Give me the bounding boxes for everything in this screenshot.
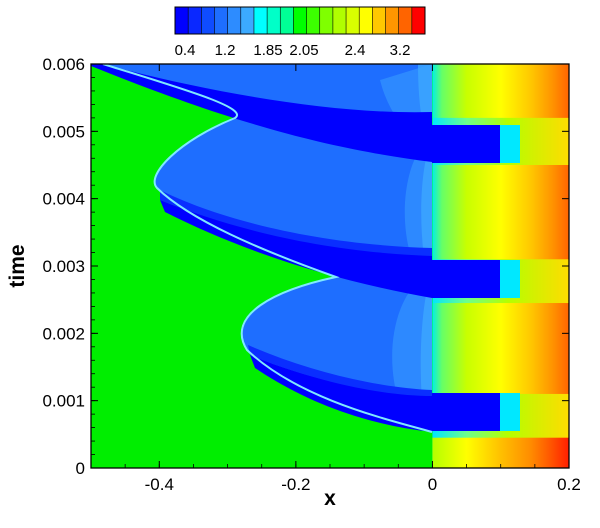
y-tick-label: 0.003: [42, 257, 85, 276]
colorbar: 0.4 1.2 1.85 2.05 2.4 3.2: [174, 6, 426, 59]
y-tick-label: 0.006: [42, 55, 85, 74]
y-tick-label: 0: [76, 459, 85, 478]
colorbar-cell: [253, 7, 268, 34]
contour-field: [91, 64, 569, 468]
interface-band-top-cyan: [500, 125, 520, 163]
colorbar-cell: [332, 7, 347, 34]
rarefaction-band-1b: [160, 190, 432, 256]
colorbar-cell: [188, 7, 202, 34]
interface-band-mid: [432, 260, 500, 298]
colorbar-frame: [174, 6, 426, 35]
colorbar-cell: [346, 7, 360, 34]
interface-band-low-cyan: [500, 393, 520, 431]
colorbar-cell: [280, 7, 294, 34]
colorbar-cell: [175, 7, 189, 34]
colorbar-label: 1.2: [215, 42, 236, 59]
interface-band-top: [432, 125, 500, 163]
x-tick-label: -0.2: [281, 475, 310, 494]
colorbar-cell: [359, 7, 373, 34]
rarefaction-band-2b: [248, 345, 432, 396]
interface-band-mid-cyan: [500, 260, 520, 298]
colorbar-cell: [372, 7, 387, 34]
colorbar-cell: [201, 7, 215, 34]
colorbar-cell: [293, 7, 308, 34]
colorbar-cell: [267, 7, 281, 34]
y-tick-label: 0.004: [42, 190, 85, 209]
y-ticks: 0 0.001 0.002 0.003 0.004 0.005 0.006: [42, 55, 569, 478]
rarefaction-band-1: [91, 64, 432, 162]
colorbar-label: 1.85: [253, 42, 282, 59]
colorbar-cell: [306, 7, 321, 34]
colorbar-cell: [227, 7, 242, 34]
x-tick-label: 0: [428, 475, 437, 494]
pulse-band: [432, 165, 569, 260]
y-axis-title: time: [6, 244, 29, 287]
colorbar-cell: [411, 7, 426, 34]
x-axis-title: x: [324, 487, 336, 510]
rarefaction-band-2: [160, 200, 432, 298]
y-tick-label: 0.005: [42, 122, 85, 141]
x-tick-label: 0.2: [557, 475, 581, 494]
pulse-band: [432, 437, 569, 468]
colorbar-labels: 0.4 1.2 1.85 2.05 2.4 3.2: [175, 42, 411, 59]
colorbar-cell: [214, 7, 229, 34]
y-tick-label: 0.001: [42, 392, 85, 411]
x-tick-label: -0.4: [145, 475, 174, 494]
x-ticks: -0.4 -0.2 0 0.2: [90, 64, 581, 494]
colorbar-cell: [240, 7, 255, 34]
colorbar-cell: [319, 7, 334, 34]
colorbar-cell: [398, 7, 413, 34]
pulse-band: [432, 64, 569, 118]
colorbar-label: 3.2: [390, 42, 411, 59]
colorbar-label: 0.4: [175, 42, 196, 59]
interface-band-low: [432, 393, 500, 431]
colorbar-cells: [175, 7, 426, 34]
pulse-band: [432, 303, 569, 394]
y-tick-label: 0.002: [42, 324, 85, 343]
rarefaction-band-3: [250, 355, 432, 432]
colorbar-cell: [385, 7, 400, 34]
colorbar-label: 2.05: [289, 42, 318, 59]
colorbar-label: 2.4: [345, 42, 366, 59]
front-1: [102, 64, 433, 433]
